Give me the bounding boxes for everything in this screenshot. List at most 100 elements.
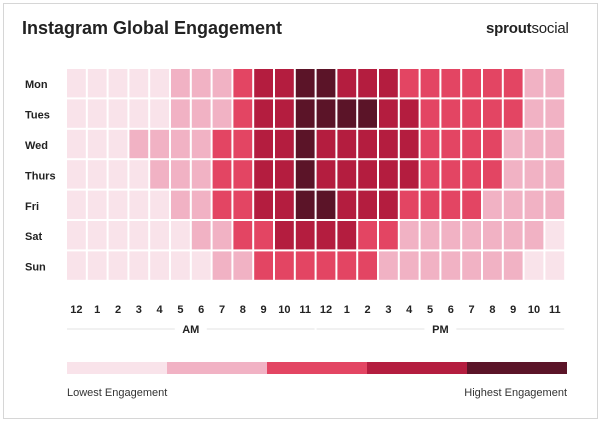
heatmap-cell <box>503 251 523 280</box>
brand-logo-part1: sprout <box>486 20 532 37</box>
heatmap-cell <box>150 160 169 189</box>
heatmap-cell <box>441 190 461 219</box>
hour-label: 6 <box>448 304 454 316</box>
heatmap-cell <box>108 99 128 128</box>
heatmap-cell <box>358 99 377 128</box>
heatmap-cell <box>67 129 86 159</box>
heatmap-cell <box>316 221 336 250</box>
brand-logo-part2: social <box>531 20 569 37</box>
hour-label: 9 <box>510 304 516 316</box>
heatmap-cell <box>483 129 502 159</box>
heatmap-cell <box>275 221 294 250</box>
heatmap-cell <box>254 160 273 189</box>
heatmap-cell <box>503 129 523 159</box>
heatmap-cell <box>545 99 565 128</box>
heatmap-cell <box>358 160 377 189</box>
heatmap-cell <box>524 99 544 128</box>
legend-swatch <box>67 362 167 374</box>
heatmap-cell <box>441 221 461 250</box>
heatmap-cell <box>67 251 86 280</box>
heatmap-cell <box>379 251 398 280</box>
heatmap-cell <box>150 221 169 250</box>
heatmap-cell <box>150 190 169 219</box>
heatmap-cell <box>441 69 461 98</box>
heatmap-cell <box>275 160 294 189</box>
hour-label: 3 <box>136 304 142 316</box>
heatmap-cell <box>462 190 481 219</box>
heatmap-cell <box>108 190 128 219</box>
heatmap-cell <box>441 129 461 159</box>
heatmap-cell <box>150 69 169 98</box>
hour-label: 12 <box>320 304 332 316</box>
heatmap-cell <box>503 221 523 250</box>
heatmap-cell <box>316 69 336 98</box>
heatmap-cell <box>524 190 544 219</box>
heatmap-cell <box>420 69 440 98</box>
heatmap-cell <box>233 251 253 280</box>
heatmap-cell <box>379 69 398 98</box>
day-labels: Mon Tues Wed Thurs Fri Sat Sun <box>25 79 56 273</box>
heatmap-cell <box>212 99 232 128</box>
heatmap-cell <box>171 69 190 98</box>
am-pm-groups: AM PM <box>67 324 565 336</box>
hour-label: 4 <box>406 304 413 316</box>
heatmap-cell <box>254 221 273 250</box>
day-label: Mon <box>25 79 48 91</box>
heatmap-cell <box>316 190 336 219</box>
heatmap-cell <box>191 251 211 280</box>
heatmap-cell <box>483 190 502 219</box>
heatmap-cell <box>254 190 273 219</box>
heatmap-cell <box>129 129 149 159</box>
heatmap-cell <box>87 221 107 250</box>
heatmap-cell <box>545 190 565 219</box>
heatmap-cell <box>233 99 253 128</box>
heatmap-cell <box>358 251 377 280</box>
heatmap-cell <box>441 99 461 128</box>
heatmap-cell <box>399 99 419 128</box>
hour-label: 1 <box>94 304 100 316</box>
legend-swatch <box>367 362 467 374</box>
heatmap-cell <box>316 129 336 159</box>
heatmap-cell <box>87 190 107 219</box>
hour-label: 10 <box>528 304 540 316</box>
heatmap-cell <box>524 129 544 159</box>
hour-label: 9 <box>261 304 267 316</box>
heatmap-cell <box>108 69 128 98</box>
heatmap-cell <box>212 69 232 98</box>
heatmap-cell <box>233 190 253 219</box>
heatmap-cell <box>233 221 253 250</box>
heatmap-cell <box>483 251 502 280</box>
hour-label: 7 <box>219 304 225 316</box>
heatmap-cell <box>87 99 107 128</box>
heatmap-cell <box>295 99 315 128</box>
heatmap-cell <box>379 99 398 128</box>
heatmap-cell <box>212 129 232 159</box>
heatmap-cell <box>295 251 315 280</box>
heatmap-cell <box>108 160 128 189</box>
heatmap-cell <box>337 251 357 280</box>
chart-title: Instagram Global Engagement <box>22 18 283 38</box>
heatmap-cell <box>441 160 461 189</box>
heatmap-cell <box>316 160 336 189</box>
heatmap-cell <box>379 221 398 250</box>
heatmap-cell <box>171 190 190 219</box>
day-label: Thurs <box>25 170 56 182</box>
hour-label: 11 <box>549 304 561 316</box>
heatmap-cell <box>129 99 149 128</box>
heatmap-cell <box>316 99 336 128</box>
heatmap-cell <box>67 160 86 189</box>
heatmap-cell <box>171 99 190 128</box>
heatmap-cell <box>420 251 440 280</box>
hour-label: 11 <box>299 304 311 316</box>
heatmap-cell <box>524 221 544 250</box>
heatmap-cell <box>462 221 481 250</box>
heatmap-cell <box>129 190 149 219</box>
hour-label: 7 <box>469 304 475 316</box>
heatmap-cell <box>254 99 273 128</box>
hour-label: 8 <box>489 304 495 316</box>
heatmap-cell <box>420 160 440 189</box>
hour-label: 8 <box>240 304 246 316</box>
heatmap-cell <box>67 221 86 250</box>
heatmap-cell <box>191 129 211 159</box>
